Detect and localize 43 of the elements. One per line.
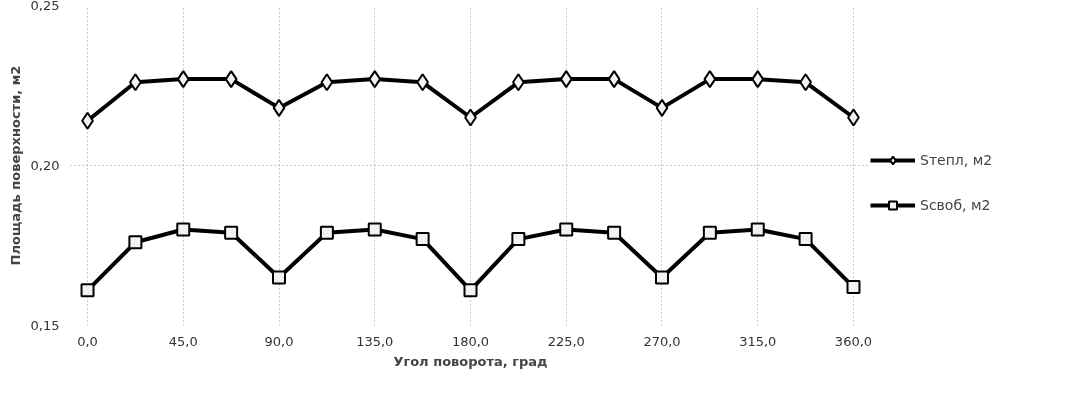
y-tick-label: 0,15 — [30, 318, 60, 333]
point — [559, 70, 573, 89]
point — [176, 222, 191, 237]
point — [607, 70, 621, 89]
point — [368, 70, 382, 89]
point — [80, 283, 95, 298]
x-axis-title: Угол поворота, град — [393, 353, 548, 369]
point — [272, 270, 287, 285]
point — [320, 73, 334, 92]
point — [798, 232, 813, 247]
y-axis-title: Площадь поверхности, м2 — [7, 65, 23, 266]
point — [415, 232, 430, 247]
point — [559, 222, 574, 237]
y-tick-label: 0,20 — [30, 158, 60, 173]
x-tick-label: 180,0 — [451, 333, 490, 349]
x-tick-label: 315,0 — [739, 333, 777, 349]
point — [272, 98, 286, 117]
x-tick-label: 0,0 — [77, 333, 98, 349]
point — [750, 222, 765, 237]
legend-label: Sсвоб, м2 — [920, 197, 991, 213]
x-tick-label: 135,0 — [356, 333, 394, 349]
x-tick-label: 45,0 — [168, 333, 198, 349]
x-tick-label: 225,0 — [547, 333, 585, 349]
legend-label: Sтепл, м2 — [920, 152, 993, 168]
point — [463, 283, 478, 298]
point — [511, 232, 526, 247]
point — [655, 98, 669, 117]
point — [367, 222, 382, 237]
point — [703, 70, 717, 89]
point — [176, 70, 190, 89]
point — [846, 280, 861, 295]
point — [319, 225, 334, 240]
x-tick-label: 360,0 — [834, 333, 873, 349]
point — [751, 70, 765, 89]
point — [224, 225, 239, 240]
point — [128, 235, 143, 250]
point — [607, 225, 622, 240]
x-tick-label: 270,0 — [643, 333, 681, 349]
x-tick-label: 90,0 — [264, 333, 294, 349]
point — [654, 270, 669, 285]
y-tick-label: 0,25 — [30, 0, 60, 13]
point — [702, 225, 717, 240]
point — [224, 70, 238, 89]
